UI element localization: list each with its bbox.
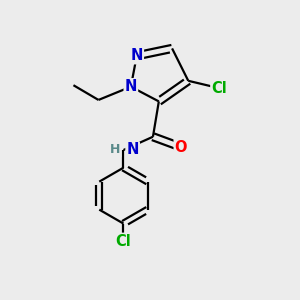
Text: H: H — [110, 143, 121, 157]
Text: N: N — [125, 79, 137, 94]
Text: O: O — [175, 140, 187, 154]
Text: N: N — [130, 48, 143, 63]
Text: Cl: Cl — [116, 234, 131, 249]
Text: Cl: Cl — [211, 81, 227, 96]
Text: N: N — [126, 142, 139, 158]
